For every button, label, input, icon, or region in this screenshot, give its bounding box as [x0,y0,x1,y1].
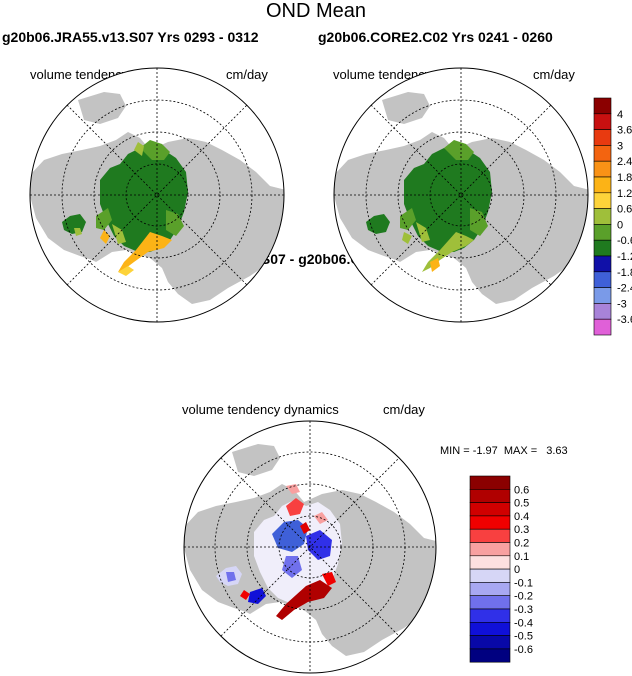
colorbar-bottom-tick-label: 0.2 [514,538,529,550]
colorbar-bottom-swatch [469,568,511,583]
colorbar-top-swatch [593,129,612,146]
colorbar-bottom-swatch [469,488,511,503]
colorbar-bottom-swatch [469,528,511,543]
colorbar-top-tick-label: -1.8 [617,267,632,279]
colorbar-top-swatch [593,271,612,288]
min-max-readout: MIN = -1.97 MAX = 3.63 [440,445,568,457]
map-top-right [333,67,589,323]
colorbar-bottom-swatch [469,582,511,597]
colorbar-top-tick-label: -0.6 [617,235,632,247]
map-bottom-field [216,484,342,620]
colorbar-bottom-swatch [469,515,511,530]
colorbar-bottom-swatch [469,621,511,636]
min-label: MIN = [440,445,470,457]
colorbar-bottom-tick-label: -0.2 [514,591,533,603]
bottom-units: cm/day [383,402,425,417]
colorbar-top-tick-label: -3 [617,298,627,310]
colorbar-bottom-swatch [469,555,511,570]
map-top-right-grid [334,68,588,322]
colorbar-top-tick-label: 4 [617,109,623,121]
colorbar-top-swatch [593,255,612,273]
colorbar-bottom-swatch [469,648,511,663]
colorbar-bottom-tick-label: 0.5 [514,498,529,510]
max-label: MAX = [503,445,538,457]
colorbar-bottom-tick-label: 0.4 [514,511,529,523]
colorbar-top-swatch [593,239,612,257]
top-right-units: cm/day [533,67,575,82]
colorbar-top-swatch [593,160,612,178]
colorbar-bottom-swatch [469,475,511,490]
map-top-left-field [62,140,188,276]
top-left-title: g20b06.JRA55.v13.S07 Yrs 0293 - 0312 [2,29,259,45]
map-top-right-field [366,140,492,272]
map-top-left-grid [30,68,284,322]
colorbar-bottom-swatch [469,542,511,557]
colorbar-top-swatch [593,145,612,162]
colorbar-top-swatch [593,97,612,115]
map-bottom-grid [184,421,436,673]
min-value: -1.97 [472,445,498,457]
colorbar-top-swatch [593,113,612,130]
map-top-left [29,67,285,323]
bottom-variable: volume tendency dynamics [182,402,339,417]
colorbar-top-swatch [593,287,612,304]
colorbar-bottom-tick-label: -0.5 [514,631,533,643]
colorbar-top-tick-label: 3.6 [617,125,632,137]
colorbar-bottom-tick-label: -0.4 [514,617,533,629]
colorbar-bottom-swatch [469,635,511,650]
page-title: OND Mean [265,0,367,22]
map-bottom-border [183,420,437,674]
max-value: 3.63 [546,445,568,457]
colorbar-bottom-tick-label: -0.6 [514,644,533,656]
map-bottom [183,420,437,674]
map-top-right-border [333,67,589,323]
colorbar-top-swatch [593,176,612,194]
colorbar-top-swatch [593,303,612,320]
colorbar-bottom-tick-label: 0 [514,564,520,576]
colorbar-top-tick-label: 0 [617,219,623,231]
colorbar-bottom-swatch [469,595,511,610]
colorbar-top-tick-label: -2.4 [617,283,632,295]
colorbar-top-swatch [593,208,612,225]
colorbar-top-tick-label: 2.4 [617,156,632,168]
colorbar-top: 4 3.6 3 2.4 1.8 1.2 0.6 0 -0.6 -1.2 -1.8 -2.4 -3 -3.6 [593,97,632,336]
colorbar-bottom: 0.6 0.50.40.3 0.20.10-0.1 -0.2-0.3-0.4 -0.5-… [469,475,533,663]
colorbar-bottom-swatch [469,608,511,623]
colorbar-top-swatch [593,192,612,209]
map-top-left-border [29,67,285,323]
colorbar-bottom-tick-label: -0.3 [514,604,533,616]
colorbar-top-tick-label: 0.6 [617,204,632,216]
colorbar-top-tick-label: 3 [617,140,623,152]
colorbar-bottom-swatch [469,502,511,517]
colorbar-bottom-tick-label: 0.6 [514,484,529,496]
colorbar-top-swatch [593,318,612,336]
colorbar-top-tick-label: -1.2 [617,251,632,263]
colorbar-top-tick-label: 1.8 [617,172,632,184]
colorbar-bottom-tick-label: -0.1 [514,577,533,589]
colorbar-top-swatch [593,224,612,241]
colorbar-bottom-tick-label: 0.1 [514,551,529,563]
colorbar-top-tick-label: -3.6 [617,314,632,326]
top-right-title: g20b06.CORE2.C02 Yrs 0241 - 0260 [318,29,553,45]
colorbar-top-tick-label: 1.2 [617,188,632,200]
top-left-units: cm/day [226,67,268,82]
colorbar-bottom-tick-label: 0.3 [514,524,529,536]
